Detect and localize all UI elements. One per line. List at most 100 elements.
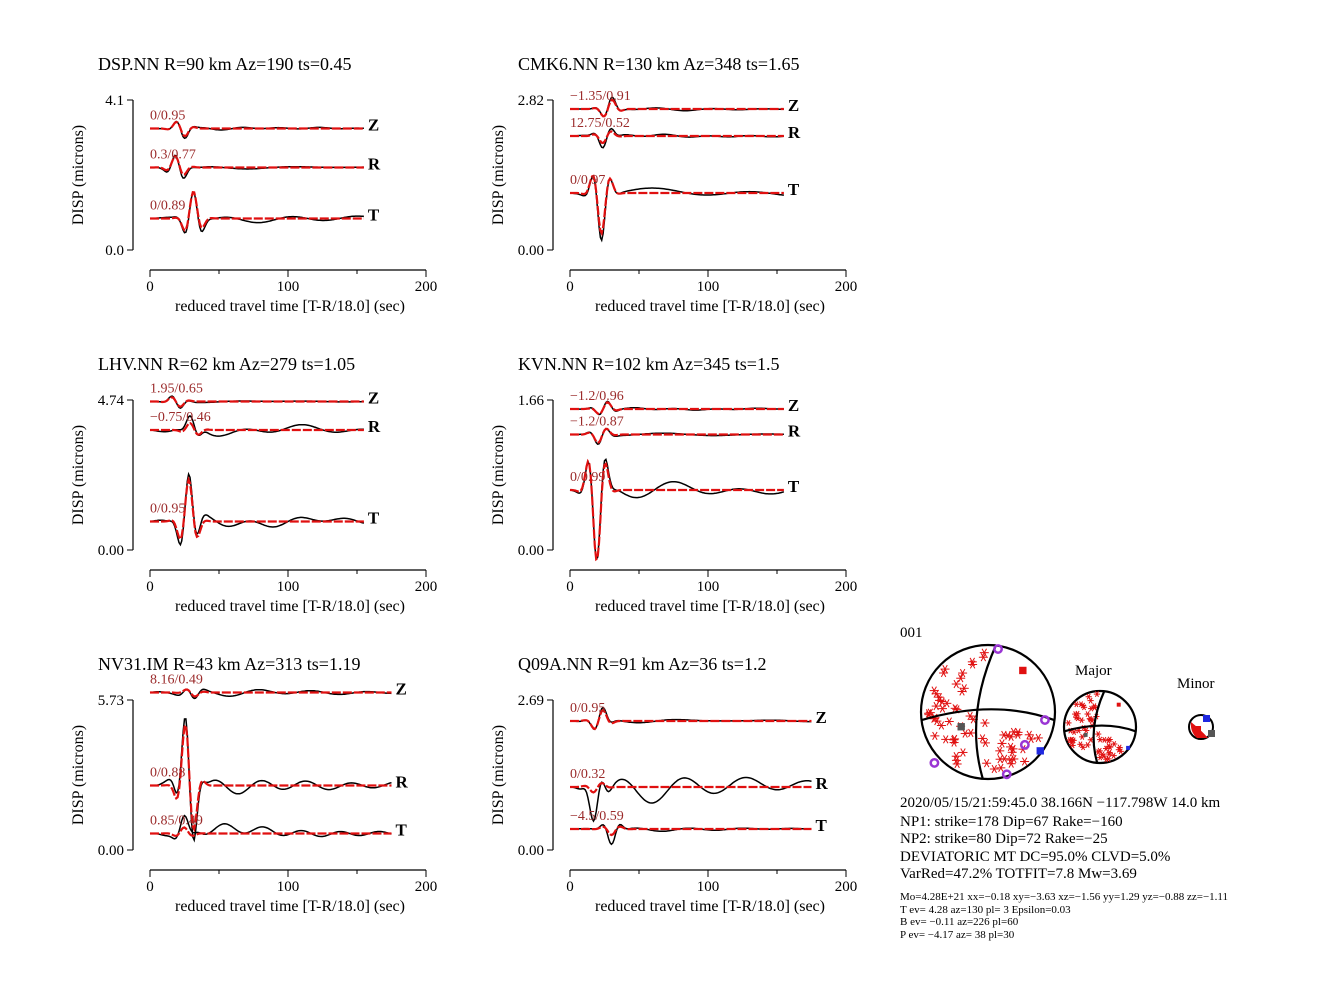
fit-label-z: −1.35/0.91 (570, 89, 631, 104)
compression-mark (1079, 717, 1084, 724)
component-label-z: Z (368, 389, 379, 408)
compression-mark (967, 711, 973, 721)
panel-2: CMK6.NN R=130 km Az=348 ts=1.65 2.82 0.00 D… (490, 54, 857, 315)
x-tick-label: 200 (415, 879, 438, 895)
synthetic-trace-r (150, 155, 364, 176)
b-axis-marker (1208, 730, 1215, 737)
synthetic-trace-t (150, 190, 364, 232)
y-tick-label-bottom: 0.00 (518, 843, 544, 859)
panel-title: DSP.NN R=90 km Az=190 ts=0.45 (98, 54, 352, 74)
component-label-t: T (368, 509, 380, 528)
station-marker (1040, 715, 1050, 725)
x-axis-label: reduced travel time [T-R/18.0] (sec) (175, 298, 405, 315)
compression-mark (1108, 744, 1113, 751)
p-axis-marker (1203, 715, 1210, 722)
compression-mark (1107, 736, 1112, 743)
observed-trace-z (149, 688, 392, 700)
y-tick-label-top: 5.73 (98, 693, 124, 709)
nodal-plane-1: NP1: strike=178 Dip=67 Rake=−160 (900, 814, 1123, 830)
compression-mark (939, 704, 946, 713)
component-label-r: R (396, 773, 409, 792)
panel-1: DSP.NN R=90 km Az=190 ts=0.45 4.1 0.0 DISP … (70, 54, 437, 315)
compression-mark (959, 668, 966, 678)
p-axis-info: P ev= −4.17 az= 38 pl=30 (900, 929, 1015, 941)
compression-mark (1088, 736, 1093, 743)
synthetic-trace-t (570, 458, 784, 562)
b-axis-marker (957, 723, 965, 731)
x-axis-label: reduced travel time [T-R/18.0] (sec) (595, 598, 825, 615)
panel-3: LHV.NN R=62 km Az=279 ts=1.05 4.74 0.00 DIS… (70, 354, 437, 615)
component-label-r: R (816, 774, 829, 793)
synthetic-trace-t (570, 825, 812, 837)
y-axis-label: DISP (microns) (70, 425, 87, 525)
compression-mark (1084, 727, 1089, 734)
station-marker (929, 757, 940, 768)
compression-mark (1074, 714, 1079, 721)
compression-mark (1081, 702, 1086, 709)
synthetic-trace-t (150, 476, 364, 542)
compression-mark (980, 653, 987, 662)
compression-mark (958, 674, 964, 683)
synthetic-trace-r (570, 130, 784, 145)
compression-mark (1080, 733, 1085, 740)
synthetic-trace-z (570, 98, 784, 118)
compression-mark (953, 756, 960, 765)
beachball-minor (1188, 714, 1215, 740)
panel-title: LHV.NN R=62 km Az=279 ts=1.05 (98, 354, 355, 374)
observed-trace-r (149, 414, 364, 437)
y-tick-label-bottom: 0.0 (105, 243, 124, 259)
panel-title: KVN.NN R=102 km Az=345 ts=1.5 (518, 354, 779, 374)
x-tick-label: 0 (566, 279, 574, 295)
x-tick-label: 100 (277, 879, 300, 895)
compression-mark (951, 738, 957, 747)
compression-mark (1074, 701, 1079, 708)
compression-mark (1102, 736, 1107, 743)
y-tick-label-bottom: 0.00 (518, 243, 544, 259)
observed-trace-z (569, 706, 812, 731)
compression-mark (1106, 743, 1111, 750)
x-axis-label: reduced travel time [T-R/18.0] (sec) (175, 898, 405, 915)
compression-mark (944, 699, 950, 708)
compression-mark (1112, 741, 1117, 747)
synthetic-trace-r (570, 781, 812, 794)
station-marker (1001, 769, 1012, 780)
t-axis-marker (1196, 726, 1201, 731)
synthetic-trace-r (570, 427, 784, 444)
fit-label-r: −1.2/0.87 (570, 415, 624, 430)
compression-mark (952, 704, 958, 713)
fit-label-r: 0/0.88 (150, 766, 185, 781)
synthetic-trace-r (150, 722, 392, 833)
component-label-t: T (816, 816, 828, 835)
compression-mark (932, 731, 938, 741)
y-tick-label-bottom: 0.00 (98, 843, 124, 859)
compression-mark (1011, 754, 1017, 764)
x-axis-label: reduced travel time [T-R/18.0] (sec) (595, 898, 825, 915)
moment-tensor-components: Mo=4.28E+21 xx=−0.18 xy=−3.63 xz=−1.56 y… (900, 891, 1229, 903)
compression-mark (998, 763, 1004, 773)
compression-mark (1070, 742, 1075, 749)
nodal-plane-2: NP2: strike=80 Dip=72 Rake=−25 (900, 831, 1108, 847)
moment-tensor-decomposition: DEVIATORIC MT DC=95.0% CLVD=5.0% (900, 849, 1171, 865)
fit-label-t: 0/0.89 (150, 199, 185, 214)
compression-mark (940, 668, 947, 678)
synthetic-trace-t (150, 826, 392, 837)
compression-mark (960, 748, 966, 757)
compression-mark (1008, 732, 1014, 741)
component-label-r: R (368, 155, 381, 174)
compression-mark (1087, 715, 1092, 722)
compression-mark (931, 686, 937, 695)
x-tick-label: 200 (835, 879, 858, 895)
fit-label-z: −1.2/0.96 (570, 389, 624, 404)
p-axis-marker (1036, 747, 1044, 755)
compression-mark (1021, 757, 1028, 766)
component-label-r: R (788, 123, 801, 142)
fit-label-t: 0/0.97 (570, 173, 605, 188)
nodal-plane-line (1064, 724, 1137, 733)
compression-mark (968, 728, 974, 738)
observed-trace-r (570, 776, 812, 823)
minor-label: Minor (1177, 676, 1215, 692)
compression-mark (1078, 741, 1083, 748)
x-tick-label: 0 (146, 879, 154, 895)
x-axis-label: reduced travel time [T-R/18.0] (sec) (175, 598, 405, 615)
